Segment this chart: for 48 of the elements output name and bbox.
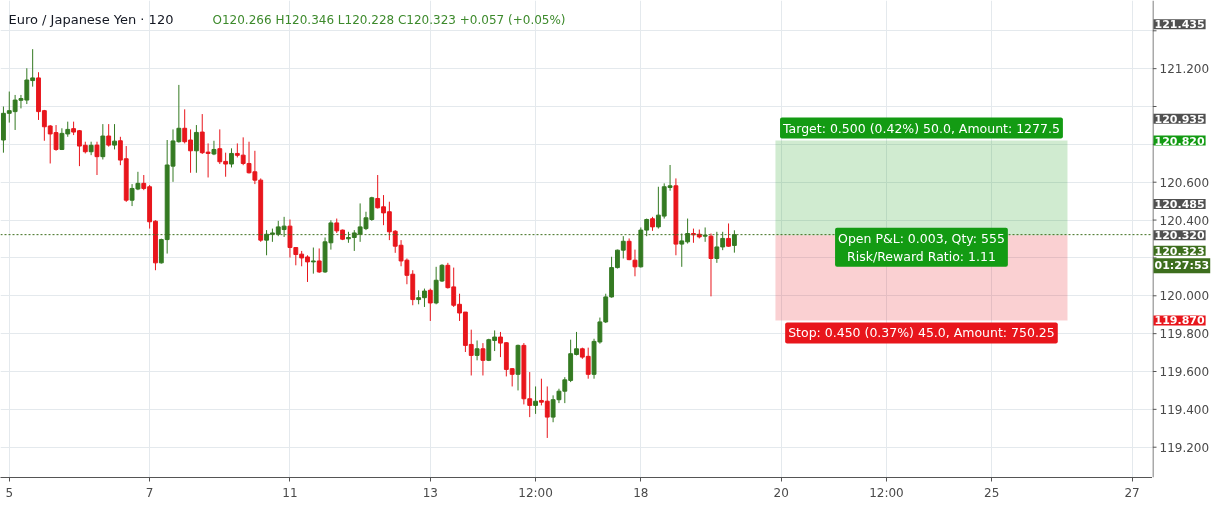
y-tick-label: 119.800 — [1159, 327, 1210, 342]
candlestick — [106, 123, 112, 148]
x-tick-label: 11 — [282, 485, 298, 500]
y-tick-label: 120.000 — [1159, 289, 1210, 304]
x-tick-label: 12:00 — [518, 485, 553, 500]
x-tick-label: 25 — [984, 485, 1000, 500]
candlestick — [310, 247, 316, 275]
candlestick — [533, 385, 538, 415]
candlestick — [427, 288, 433, 322]
band-label: Target: 0.500 (0.42%) 50.0, Amount: 1277.5 — [782, 120, 1060, 136]
ref-line-label: 120.323 — [1154, 244, 1205, 258]
y2-tick-label: 121.435 — [1154, 18, 1205, 32]
candlestick — [94, 141, 100, 176]
x-tick-label: 18 — [633, 485, 649, 500]
candlestick — [480, 342, 486, 376]
text: Euro / Japanese Yen · 120 — [8, 12, 174, 27]
y2-tick-label: 120.320 — [1154, 229, 1205, 243]
x-tick-label: 13 — [422, 485, 438, 500]
candlestick — [229, 147, 234, 168]
x-tick-label: 20 — [773, 485, 789, 500]
y-tick-label: 119.200 — [1159, 440, 1210, 455]
y-tick-label: 119.400 — [1159, 402, 1210, 417]
annotation: Open P&L: 0.003, Qty: 555 Risk/Reward Ratio: 1.11 — [838, 230, 1005, 264]
x-tick-label: 7 — [145, 485, 154, 500]
x-tick-label: 5 — [5, 485, 14, 500]
y-tick-label: 119.600 — [1159, 365, 1210, 379]
candlestick — [632, 249, 638, 277]
candlestick — [726, 222, 731, 248]
y2-tick-label: 120.820 — [1154, 134, 1205, 148]
candlestick — [211, 140, 217, 156]
y2-tick-label: 120.935 — [1154, 112, 1205, 126]
x-tick-label: 12:00 — [869, 485, 904, 500]
candlestick — [708, 233, 714, 297]
band-label: Stop: 0.450 (0.37%) 45.0, Amount: 750.25 — [788, 325, 1055, 341]
candlestick — [88, 141, 94, 156]
candlestick — [112, 123, 117, 150]
y2-tick-label: 120.485 — [1154, 197, 1205, 211]
candlestick — [100, 123, 106, 160]
y2-tick-label: 119.870 — [1154, 314, 1205, 328]
text: O120.266 H120.346 L120.228 C120.323 +0.057 (+0.05%) — [212, 12, 566, 27]
y-tick-label: 120.400 — [1159, 213, 1210, 228]
candlestick — [474, 339, 480, 361]
candlestick — [316, 247, 322, 274]
text: 01:27:53 — [1154, 259, 1210, 273]
y-tick-label: 120.600 — [1159, 175, 1210, 190]
y-tick-label: 121.200 — [1159, 62, 1210, 77]
x-tick-label: 27 — [1124, 485, 1140, 500]
candlestick — [193, 124, 199, 174]
